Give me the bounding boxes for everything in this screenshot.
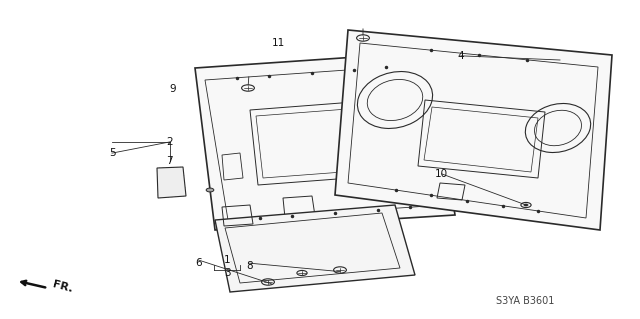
- Text: 9: 9: [170, 84, 176, 94]
- Text: 7: 7: [166, 156, 173, 166]
- Text: 6: 6: [195, 258, 202, 268]
- Text: 2: 2: [166, 137, 173, 147]
- Polygon shape: [157, 167, 186, 198]
- Text: 8: 8: [246, 261, 253, 271]
- Text: 4: 4: [458, 51, 464, 61]
- Text: 1: 1: [224, 255, 230, 265]
- Circle shape: [206, 188, 214, 192]
- Text: S3YA B3601: S3YA B3601: [495, 296, 554, 307]
- Text: 3: 3: [224, 268, 230, 278]
- Text: 11: 11: [272, 38, 285, 48]
- Polygon shape: [195, 52, 455, 230]
- Circle shape: [524, 204, 528, 206]
- Text: FR.: FR.: [51, 280, 74, 294]
- Polygon shape: [335, 30, 612, 230]
- Polygon shape: [215, 205, 415, 292]
- Text: 5: 5: [109, 148, 115, 158]
- Text: 10: 10: [435, 169, 448, 179]
